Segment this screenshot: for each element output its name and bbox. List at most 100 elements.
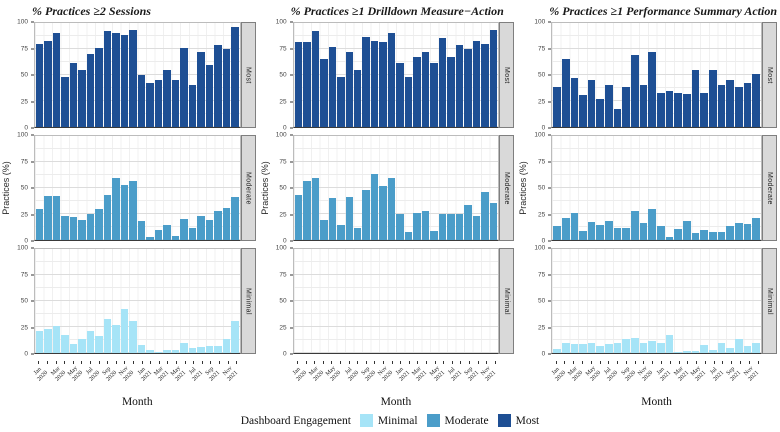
- y-tick-label: 100: [275, 18, 287, 26]
- facet-strip-label: Moderate: [762, 135, 777, 241]
- y-tick-label: 75: [537, 158, 546, 165]
- facet-grid: 100 75 50 25 0 Most Practices (%) 100 75 50 25 0 Mod…: [517, 18, 777, 358]
- bar: [311, 31, 320, 127]
- x-tick-mark: [740, 361, 742, 364]
- bar: [78, 339, 86, 353]
- x-tick-label-text: Jan 2020: [33, 366, 50, 383]
- bar: [438, 214, 447, 240]
- bar: [205, 345, 214, 353]
- x-tick-mark: [141, 361, 143, 364]
- bar: [596, 345, 605, 353]
- bar: [294, 41, 303, 127]
- bar: [700, 344, 709, 353]
- chart-column-sessions: % Practices ≥2 Sessions 100 75 50 25 0 Most Pr…: [0, 2, 259, 411]
- y-axis-title-zone: [259, 248, 271, 354]
- bar: [214, 44, 222, 127]
- bar: [303, 180, 311, 240]
- y-axis-title-zone: [259, 22, 271, 128]
- bar-series: [36, 136, 239, 240]
- x-tick-mark: [494, 361, 496, 364]
- x-tick-mark: [124, 361, 126, 364]
- bar: [337, 225, 345, 240]
- y-tick-mark: [289, 134, 293, 136]
- y-tick-mark: [31, 327, 34, 328]
- x-tick-mark: [408, 361, 410, 364]
- bar: [622, 87, 631, 127]
- x-tick-mark: [201, 361, 203, 364]
- bar: [112, 324, 120, 353]
- bar: [587, 80, 596, 127]
- bar-series: [36, 249, 239, 353]
- bar: [345, 52, 353, 127]
- x-tick-mark: [305, 361, 307, 364]
- x-tick-label-text: Nov 2021: [221, 365, 239, 383]
- bar: [337, 77, 345, 127]
- facet-panel: [34, 135, 241, 241]
- x-tick-mark: [400, 361, 402, 364]
- bar: [481, 43, 489, 127]
- bar: [154, 80, 163, 127]
- bar: [605, 85, 613, 127]
- bar: [717, 85, 726, 127]
- bar: [396, 214, 404, 240]
- y-tick-mark: [548, 353, 552, 355]
- x-tick-mark: [634, 361, 636, 364]
- x-tick-mark: [193, 361, 195, 364]
- y-tick-mark: [548, 274, 552, 275]
- y-tick-label: 50: [537, 71, 546, 79]
- x-tick-label-text: May 2020: [325, 365, 343, 383]
- x-tick-mark: [573, 361, 575, 364]
- y-axis-title: Practices (%): [518, 161, 529, 215]
- x-tick-mark: [660, 361, 662, 364]
- x-tick-mark: [426, 361, 428, 364]
- bar: [36, 43, 44, 127]
- facet-strip-label: Minimal: [499, 248, 515, 354]
- x-tick-mark: [115, 361, 117, 364]
- y-tick-label: 100: [275, 131, 287, 139]
- bar: [214, 210, 222, 240]
- bar: [553, 348, 561, 353]
- facet-strip-text: Most: [244, 66, 252, 84]
- bar: [570, 78, 579, 127]
- y-tick-label: 75: [279, 45, 287, 52]
- x-tick-mark: [296, 361, 298, 364]
- bar: [587, 222, 596, 240]
- bar: [320, 220, 328, 240]
- y-tick-label: 75: [20, 158, 28, 165]
- x-tick-label-text: May 2020: [66, 365, 84, 383]
- bar: [163, 225, 171, 240]
- y-tick-label: 100: [534, 244, 546, 252]
- bar: [734, 223, 743, 240]
- x-tick-mark: [81, 361, 83, 364]
- x-tick-mark: [451, 361, 453, 364]
- bar: [404, 77, 413, 127]
- y-tick-mark: [31, 101, 34, 102]
- y-tick-mark: [31, 127, 34, 129]
- y-tick-label: 50: [20, 71, 28, 79]
- x-tick-label-text: Jul 2020: [85, 366, 101, 383]
- bar: [657, 92, 665, 127]
- bar: [61, 335, 69, 353]
- bar: [657, 342, 665, 353]
- bar: [86, 214, 95, 240]
- bar: [231, 197, 239, 240]
- x-tick-mark: [382, 361, 384, 364]
- bar: [570, 212, 579, 240]
- legend: Dashboard Engagement Minimal Moderate Most: [0, 414, 780, 427]
- bar: [648, 208, 657, 240]
- x-tick-mark: [617, 361, 619, 364]
- bar: [561, 342, 570, 353]
- bar: [726, 226, 734, 240]
- bar: [413, 57, 421, 127]
- y-tick-label: 100: [534, 18, 546, 26]
- y-tick-mark: [31, 74, 34, 76]
- bar: [205, 220, 214, 240]
- bar: [188, 85, 197, 127]
- bar: [328, 198, 337, 240]
- bar: [294, 195, 303, 240]
- x-tick-label-text: Jul 2020: [343, 366, 360, 383]
- y-tick-label: 25: [20, 98, 28, 105]
- x-tick-label-text: May 2021: [169, 365, 187, 383]
- y-tick-mark: [289, 74, 293, 76]
- panel-title: % Practices ≥1 Drilldown Measure−Action: [290, 4, 504, 18]
